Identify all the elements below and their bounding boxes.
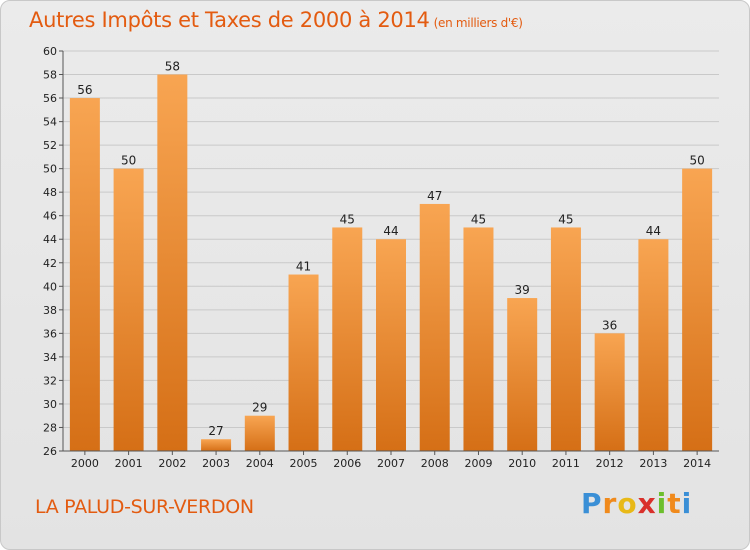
data-label-2005: 41 (296, 260, 311, 274)
y-tick-label: 46 (43, 210, 57, 223)
bar-2010 (507, 298, 538, 451)
y-tick-label: 28 (43, 421, 57, 434)
x-tick-label-2001: 2001 (115, 457, 143, 470)
x-tick-label-2000: 2000 (71, 457, 99, 470)
y-tick-label: 30 (43, 398, 57, 411)
x-axis-ticks: 2000 2001 2002 2003 2004 2005 2006 2007 2008 2009… (71, 451, 711, 470)
proxiti-logo: Proxiti (581, 487, 692, 520)
x-tick-label-2011: 2011 (552, 457, 580, 470)
data-label-2001: 50 (121, 154, 136, 168)
y-tick-label: 32 (43, 374, 57, 387)
y-tick-label: 38 (43, 304, 57, 317)
y-tick-label: 42 (43, 257, 57, 270)
x-tick-label-2012: 2012 (596, 457, 624, 470)
bar-2004 (244, 415, 275, 451)
chart-title-text: Autres Impôts et Taxes de 2000 à 2014 (29, 8, 430, 32)
x-tick-label-2002: 2002 (158, 457, 186, 470)
x-tick-label-2006: 2006 (333, 457, 361, 470)
x-tick-label-2005: 2005 (290, 457, 318, 470)
bar-2002 (157, 74, 188, 451)
bars: 56 50 58 27 29 41 45 44 47 45 39 45 36 44 50 (69, 60, 713, 451)
x-tick-label-2003: 2003 (202, 457, 230, 470)
data-label-2013: 44 (646, 224, 661, 238)
bar-2009 (463, 227, 494, 451)
logo-letter: t (667, 487, 682, 520)
y-tick-label: 52 (43, 139, 57, 152)
x-tick-label-2008: 2008 (421, 457, 449, 470)
bar-2013 (638, 239, 669, 451)
bar-2014 (682, 168, 713, 451)
bar-2006 (332, 227, 363, 451)
data-label-2002: 58 (165, 60, 180, 74)
bar-2005 (288, 274, 319, 451)
data-label-2006: 45 (340, 212, 355, 226)
y-tick-label: 34 (43, 351, 57, 364)
logo-letter: x (637, 487, 657, 520)
logo-letter: P (581, 487, 603, 520)
chart-subtitle: (en milliers d'€) (433, 16, 523, 30)
y-axis-ticks: 26 28 30 32 34 36 38 40 42 44 46 48 50 52 54 56 58 60 (43, 45, 63, 458)
data-label-2011: 45 (558, 212, 573, 226)
place-name: LA PALUD-SUR-VERDON (35, 496, 254, 518)
x-tick-label-2004: 2004 (246, 457, 274, 470)
data-label-2000: 56 (77, 83, 92, 97)
x-tick-label-2010: 2010 (508, 457, 536, 470)
data-label-2004: 29 (252, 401, 267, 415)
bar-2012 (594, 333, 625, 451)
y-tick-label: 44 (43, 233, 57, 246)
y-tick-label: 40 (43, 280, 57, 293)
data-label-2007: 44 (383, 224, 398, 238)
y-tick-label: 56 (43, 92, 57, 105)
data-label-2014: 50 (689, 154, 704, 168)
axes (62, 51, 719, 452)
y-tick-label: 48 (43, 186, 57, 199)
y-tick-label: 54 (43, 116, 57, 129)
x-tick-label-2009: 2009 (464, 457, 492, 470)
data-label-2003: 27 (208, 424, 223, 438)
data-label-2012: 36 (602, 318, 617, 332)
bar-2003 (201, 439, 232, 451)
x-tick-label-2014: 2014 (683, 457, 711, 470)
bar-2000 (69, 98, 100, 451)
x-tick-label-2013: 2013 (639, 457, 667, 470)
bar-2008 (419, 203, 450, 451)
logo-letter: i (681, 487, 693, 520)
y-tick-label: 50 (43, 163, 57, 176)
bar-2007 (376, 239, 406, 451)
chart-title: Autres Impôts et Taxes de 2000 à 2014 (en… (29, 8, 523, 32)
data-label-2009: 45 (471, 212, 486, 226)
logo-letter: r (602, 487, 618, 520)
y-tick-label: 60 (43, 45, 57, 58)
data-label-2008: 47 (427, 189, 442, 203)
bar-2011 (550, 227, 581, 451)
logo-letter: o (617, 487, 638, 520)
x-tick-label-2007: 2007 (377, 457, 405, 470)
bar-2001 (113, 168, 144, 451)
y-tick-label: 58 (43, 69, 57, 82)
y-tick-label: 26 (43, 445, 57, 458)
y-tick-label: 36 (43, 327, 57, 340)
logo-letter: i (656, 487, 668, 520)
data-label-2010: 39 (515, 283, 530, 297)
